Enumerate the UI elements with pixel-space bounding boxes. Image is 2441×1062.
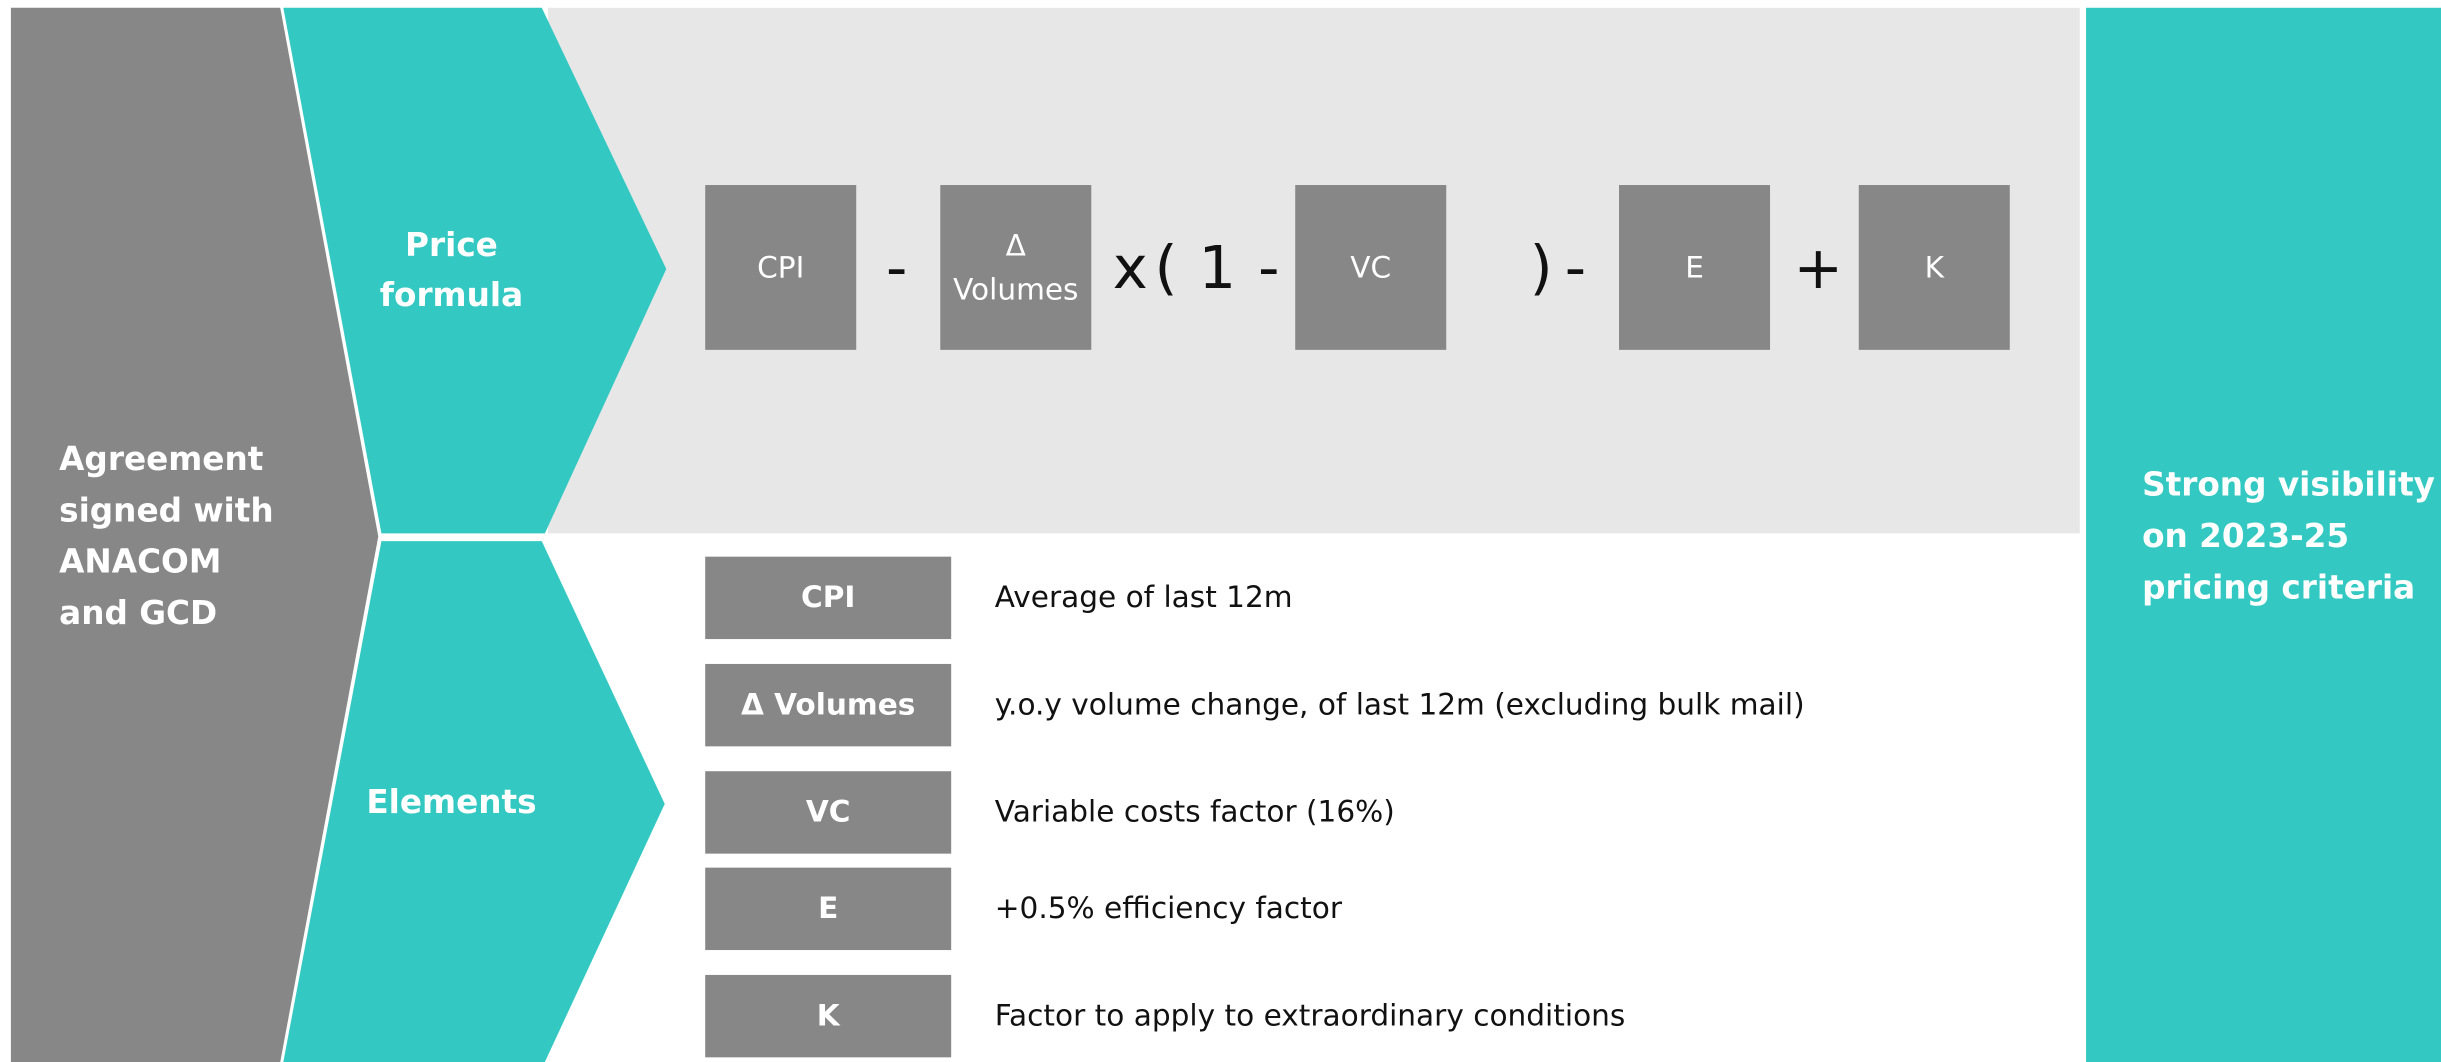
formula-box bbox=[1295, 185, 1447, 350]
formula-operator: - bbox=[886, 233, 907, 302]
formula-label: formula bbox=[380, 276, 523, 314]
formula-box bbox=[705, 185, 857, 350]
right-panel-text: on 2023-25 bbox=[2142, 517, 2349, 555]
formula-box-text: E bbox=[1685, 251, 1704, 285]
formula-operator: ( bbox=[1154, 233, 1177, 302]
formula-operator: - bbox=[1565, 233, 1586, 302]
element-box bbox=[705, 556, 952, 640]
right-panel-shape bbox=[2086, 7, 2441, 1062]
right-panel-text: Strong visibility bbox=[2142, 466, 2435, 504]
formula-box-text: Volumes bbox=[953, 272, 1078, 306]
formula-operator: 1 bbox=[1199, 233, 1237, 302]
element-term: VC bbox=[806, 795, 851, 829]
element-term: CPI bbox=[801, 580, 855, 614]
formula-label: Price bbox=[405, 226, 498, 264]
left-panel-shape bbox=[10, 7, 379, 1062]
element-term: Δ Volumes bbox=[741, 687, 915, 721]
element-box bbox=[705, 974, 952, 1058]
left-panel-text: signed with bbox=[59, 491, 274, 529]
formula-chevron bbox=[283, 7, 667, 534]
left-panel-text: ANACOM bbox=[59, 543, 221, 581]
formula-box-text: VC bbox=[1350, 251, 1391, 285]
formula-box-text: CPI bbox=[757, 251, 804, 285]
formula-box bbox=[940, 185, 1092, 350]
element-description: Variable costs factor (16%) bbox=[995, 795, 1395, 829]
element-description: y.o.y volume change, of last 12m (exclud… bbox=[995, 687, 1805, 721]
formula-operator: x bbox=[1113, 233, 1148, 302]
element-description: Average of last 12m bbox=[995, 580, 1293, 614]
formula-operator: - bbox=[1258, 233, 1279, 302]
element-box bbox=[705, 771, 952, 854]
formula-operator: + bbox=[1794, 233, 1844, 302]
element-term: E bbox=[818, 891, 838, 925]
left-panel-text: and GCD bbox=[59, 594, 217, 632]
element-box bbox=[705, 867, 952, 951]
right-panel-text: pricing criteria bbox=[2142, 568, 2415, 606]
formula-box-text: K bbox=[1925, 251, 1945, 285]
element-box bbox=[705, 663, 952, 747]
formula-box-text: Δ bbox=[1006, 229, 1026, 263]
formula-box bbox=[1619, 185, 1771, 350]
formula-operator: ) bbox=[1530, 233, 1553, 302]
element-term: K bbox=[817, 998, 841, 1032]
elements-chevron bbox=[283, 541, 665, 1062]
formula-box bbox=[1858, 185, 2010, 350]
element-description: +0.5% efficiency factor bbox=[995, 891, 1343, 925]
left-panel-text: Agreement bbox=[59, 440, 263, 478]
elements-label: Elements bbox=[366, 783, 536, 821]
element-description: Factor to apply to extraordinary conditi… bbox=[995, 998, 1626, 1032]
